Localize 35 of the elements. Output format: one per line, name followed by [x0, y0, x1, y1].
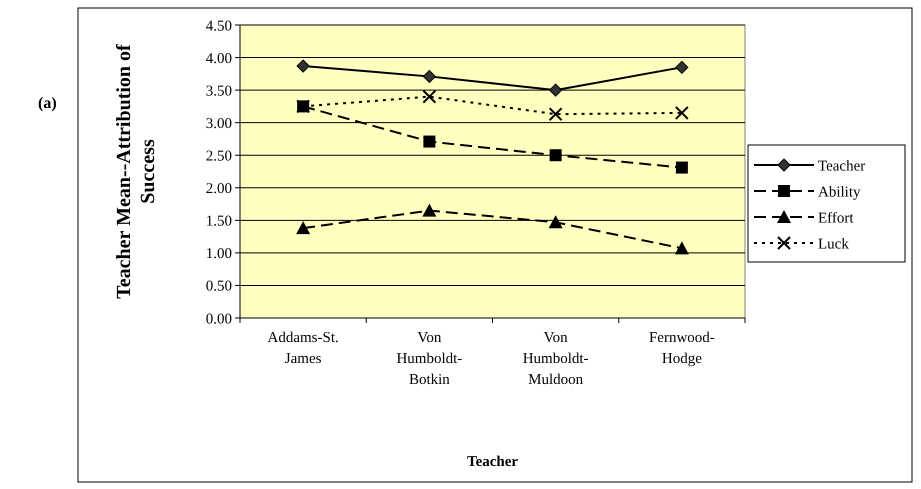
point [548, 107, 563, 122]
point [548, 215, 563, 228]
x-tick-label: Von Humboldt-Botkin [396, 330, 462, 388]
legend-label: Teacher [818, 158, 866, 174]
y-tick-label: 1.00 [206, 246, 232, 262]
y-tick-label: 3.00 [206, 116, 232, 132]
point [675, 60, 688, 74]
point [676, 162, 688, 174]
point [423, 136, 436, 148]
legend-label: Luck [818, 236, 850, 252]
x-tick-label: Fernwood-Hodge [648, 330, 715, 367]
text: (a) [38, 95, 57, 112]
point [674, 106, 689, 120]
y-tick-label: 4.50 [206, 18, 232, 34]
y-tick-label: 2.00 [206, 181, 232, 198]
point [296, 60, 310, 73]
legend-label: Ability [818, 184, 861, 200]
x-tick-label: Von Humboldt-Muldoon [522, 330, 589, 388]
y-tick-label: 3.50 [206, 83, 232, 100]
point [296, 221, 310, 234]
y-axis-title: Teacher Mean--Attribution of Success [113, 44, 159, 299]
point [422, 70, 436, 83]
legend-label: Effort [818, 210, 854, 226]
point [674, 241, 689, 254]
y-tick-label: 2.50 [206, 148, 232, 164]
x-axis-title: Teacher [466, 454, 518, 470]
y-tick-label: 4.00 [206, 50, 232, 67]
x-tick-label: Addams-St. James [268, 330, 339, 367]
point [422, 90, 436, 104]
point [550, 149, 562, 162]
y-tick-label: 1.50 [206, 214, 232, 230]
point [422, 204, 436, 217]
y-tick-label: 0.50 [206, 278, 232, 295]
point [549, 84, 562, 97]
y-tick-label: 0.00 [206, 311, 232, 328]
